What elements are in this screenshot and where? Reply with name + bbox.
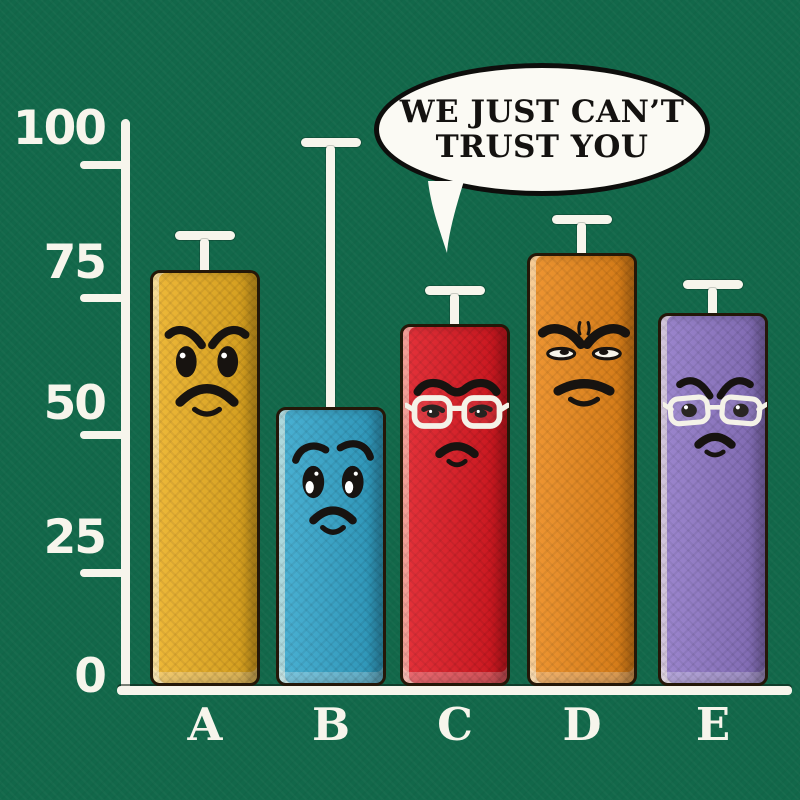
- category-label-b: B: [311, 698, 351, 751]
- y-tick-label-50: 50: [43, 376, 107, 431]
- bar-group-a: A: [150, 0, 260, 800]
- bar-e: [658, 313, 768, 686]
- y-tick-mark: [80, 294, 127, 302]
- angry-face-icon: [164, 325, 250, 417]
- y-tick-label-100: 100: [12, 101, 107, 156]
- speech-bubble: WE JUST CAN’T TRUST YOU: [374, 63, 710, 196]
- speech-bubble-line2: TRUST YOU: [435, 128, 649, 165]
- bar-a: [150, 270, 260, 686]
- error-bar-cap: [425, 286, 485, 295]
- y-tick-mark: [80, 431, 127, 439]
- category-label-c: C: [437, 698, 473, 751]
- error-bar-stem: [326, 146, 335, 411]
- x-axis-line: [117, 686, 792, 695]
- worried-face-icon: [292, 440, 374, 535]
- y-axis-line: [121, 119, 130, 695]
- y-tick-mark: [80, 161, 127, 169]
- bar-group-b: B: [276, 0, 386, 800]
- error-bar-cap: [683, 280, 743, 289]
- y-tick-label-75: 75: [43, 235, 107, 290]
- category-label-e: E: [695, 698, 731, 751]
- y-tick-label-25: 25: [43, 510, 107, 565]
- y-tick-mark: [80, 569, 127, 577]
- error-bar-cap: [175, 231, 235, 240]
- skeptical-face-glasses-icon: [405, 378, 509, 468]
- error-bar-stem: [577, 223, 586, 257]
- bar-c: [400, 324, 510, 686]
- angry-face-glasses-icon: [663, 377, 767, 458]
- error-bar-cap: [552, 215, 612, 224]
- speech-bubble-line1: WE JUST CAN’T: [399, 93, 685, 130]
- error-bar-stem: [708, 288, 717, 317]
- speech-bubble-tail-icon: [428, 181, 464, 253]
- y-tick-label-0: 0: [74, 649, 107, 704]
- error-bar-stem: [200, 239, 209, 274]
- stern-face-icon: [537, 321, 631, 407]
- error-bar-cap: [301, 138, 361, 147]
- bar-d: [527, 253, 637, 686]
- category-label-d: D: [562, 698, 602, 751]
- bar-b: [276, 407, 386, 686]
- category-label-a: A: [187, 698, 223, 751]
- error-bar-stem: [450, 294, 459, 328]
